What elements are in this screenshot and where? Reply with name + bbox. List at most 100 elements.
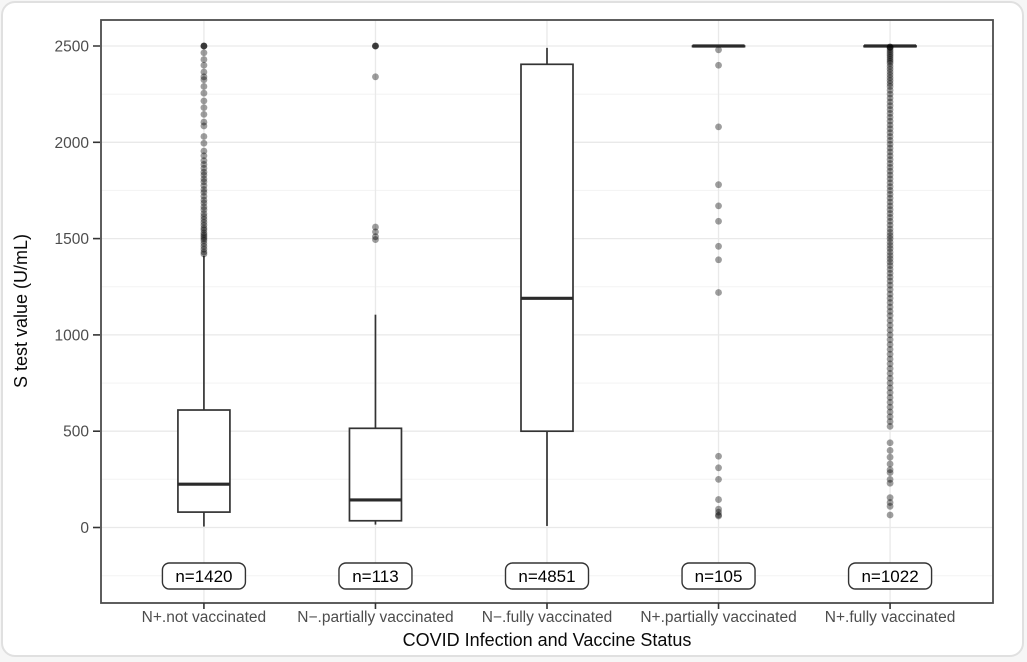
- outlier-point: [200, 89, 208, 97]
- outlier-point: [886, 214, 894, 221]
- outlier-point: [200, 161, 208, 168]
- outlier-point: [886, 511, 894, 519]
- outlier-point: [886, 303, 894, 311]
- outlier-point: [200, 104, 208, 112]
- category-label: N+.partially vaccinated: [640, 609, 796, 626]
- outlier-point: [715, 496, 722, 503]
- outlier-point: [886, 499, 894, 506]
- outlier-point: [886, 59, 894, 67]
- outlier-point: [200, 42, 208, 50]
- outlier-point: [715, 475, 722, 483]
- outlier-point: [886, 248, 894, 256]
- outlier-point: [886, 398, 894, 406]
- outlier-point: [886, 140, 894, 148]
- outlier-point: [886, 469, 894, 477]
- outlier-point: [886, 68, 894, 76]
- outlier-point: [200, 224, 208, 232]
- outlier-point: [886, 494, 894, 502]
- n-label-box: [847, 562, 933, 590]
- outlier-point: [200, 188, 208, 196]
- outlier-point: [886, 360, 894, 368]
- outlier-point: [886, 206, 894, 214]
- outlier-point: [200, 235, 208, 243]
- outlier-point: [886, 48, 894, 56]
- outlier-point: [886, 121, 894, 129]
- y-tick-label: 1500: [55, 231, 90, 248]
- outlier-point: [200, 196, 208, 204]
- outlier-point: [886, 102, 894, 110]
- outlier-point: [200, 221, 208, 229]
- outlier-point: [200, 42, 208, 50]
- outlier-point: [200, 110, 208, 118]
- n-label: n=1022: [861, 567, 918, 586]
- n-label: n=1420: [175, 567, 232, 586]
- outlier-point: [886, 46, 894, 54]
- outlier-point: [886, 422, 894, 430]
- category-label: N+.fully vaccinated: [825, 609, 956, 626]
- outlier-point: [886, 163, 894, 171]
- outlier-point: [886, 160, 894, 167]
- outlier-point: [200, 49, 208, 57]
- outlier-point: [200, 237, 208, 244]
- outlier-point: [372, 42, 379, 50]
- n-label: n=113: [352, 567, 398, 586]
- outlier-point: [200, 164, 208, 172]
- outlier-point: [886, 475, 894, 483]
- outlier-point: [200, 133, 208, 140]
- outlier-point: [886, 365, 894, 373]
- outlier-point: [200, 171, 208, 179]
- outlier-point: [372, 73, 379, 81]
- outlier-point: [886, 217, 894, 225]
- outlier-point: [372, 233, 379, 241]
- outlier-point: [200, 97, 208, 105]
- outlier-point: [715, 508, 722, 516]
- outlier-point: [886, 394, 894, 401]
- outlier-point: [886, 43, 894, 51]
- outlier-point: [200, 147, 208, 155]
- outlier-point: [886, 336, 894, 344]
- outlier-point: [886, 258, 894, 266]
- y-axis-title: S test value (U/mL): [11, 234, 31, 388]
- outlier-point: [200, 61, 208, 69]
- outlier-point: [886, 232, 894, 240]
- outlier-point: [886, 117, 894, 125]
- outlier-point: [886, 252, 894, 259]
- outlier-point: [715, 217, 722, 225]
- outlier-point: [886, 345, 894, 353]
- outlier-point: [886, 44, 894, 52]
- outlier-point: [886, 171, 894, 179]
- outlier-point: [886, 266, 894, 273]
- outlier-point: [200, 73, 208, 81]
- n-label-box: [681, 562, 756, 590]
- outlier-point: [200, 240, 208, 247]
- outlier-point: [715, 464, 722, 472]
- outlier-point: [886, 238, 894, 246]
- outlier-point: [372, 236, 379, 243]
- outlier-point: [886, 321, 894, 329]
- box: [520, 63, 574, 433]
- outlier-point: [886, 245, 894, 253]
- outlier-point: [886, 71, 894, 79]
- outlier-point: [886, 460, 894, 468]
- outlier-point: [886, 299, 894, 306]
- outlier-point: [200, 152, 208, 160]
- outlier-point: [886, 479, 894, 487]
- outlier-point: [200, 42, 208, 50]
- outlier-point: [715, 242, 722, 250]
- y-tick-label: 1000: [55, 327, 90, 344]
- box: [348, 427, 403, 522]
- outlier-point: [886, 77, 894, 85]
- outlier-point: [200, 56, 208, 63]
- outlier-point: [886, 502, 894, 510]
- outlier-point: [886, 225, 894, 233]
- outlier-point: [886, 133, 894, 140]
- outlier-point: [715, 202, 722, 210]
- n-label-box: [338, 562, 413, 590]
- outlier-point: [886, 129, 894, 137]
- outlier-point: [200, 192, 208, 200]
- outlier-point: [715, 289, 722, 296]
- outlier-point: [886, 312, 894, 320]
- outlier-point: [886, 453, 894, 461]
- outlier-point: [372, 228, 379, 236]
